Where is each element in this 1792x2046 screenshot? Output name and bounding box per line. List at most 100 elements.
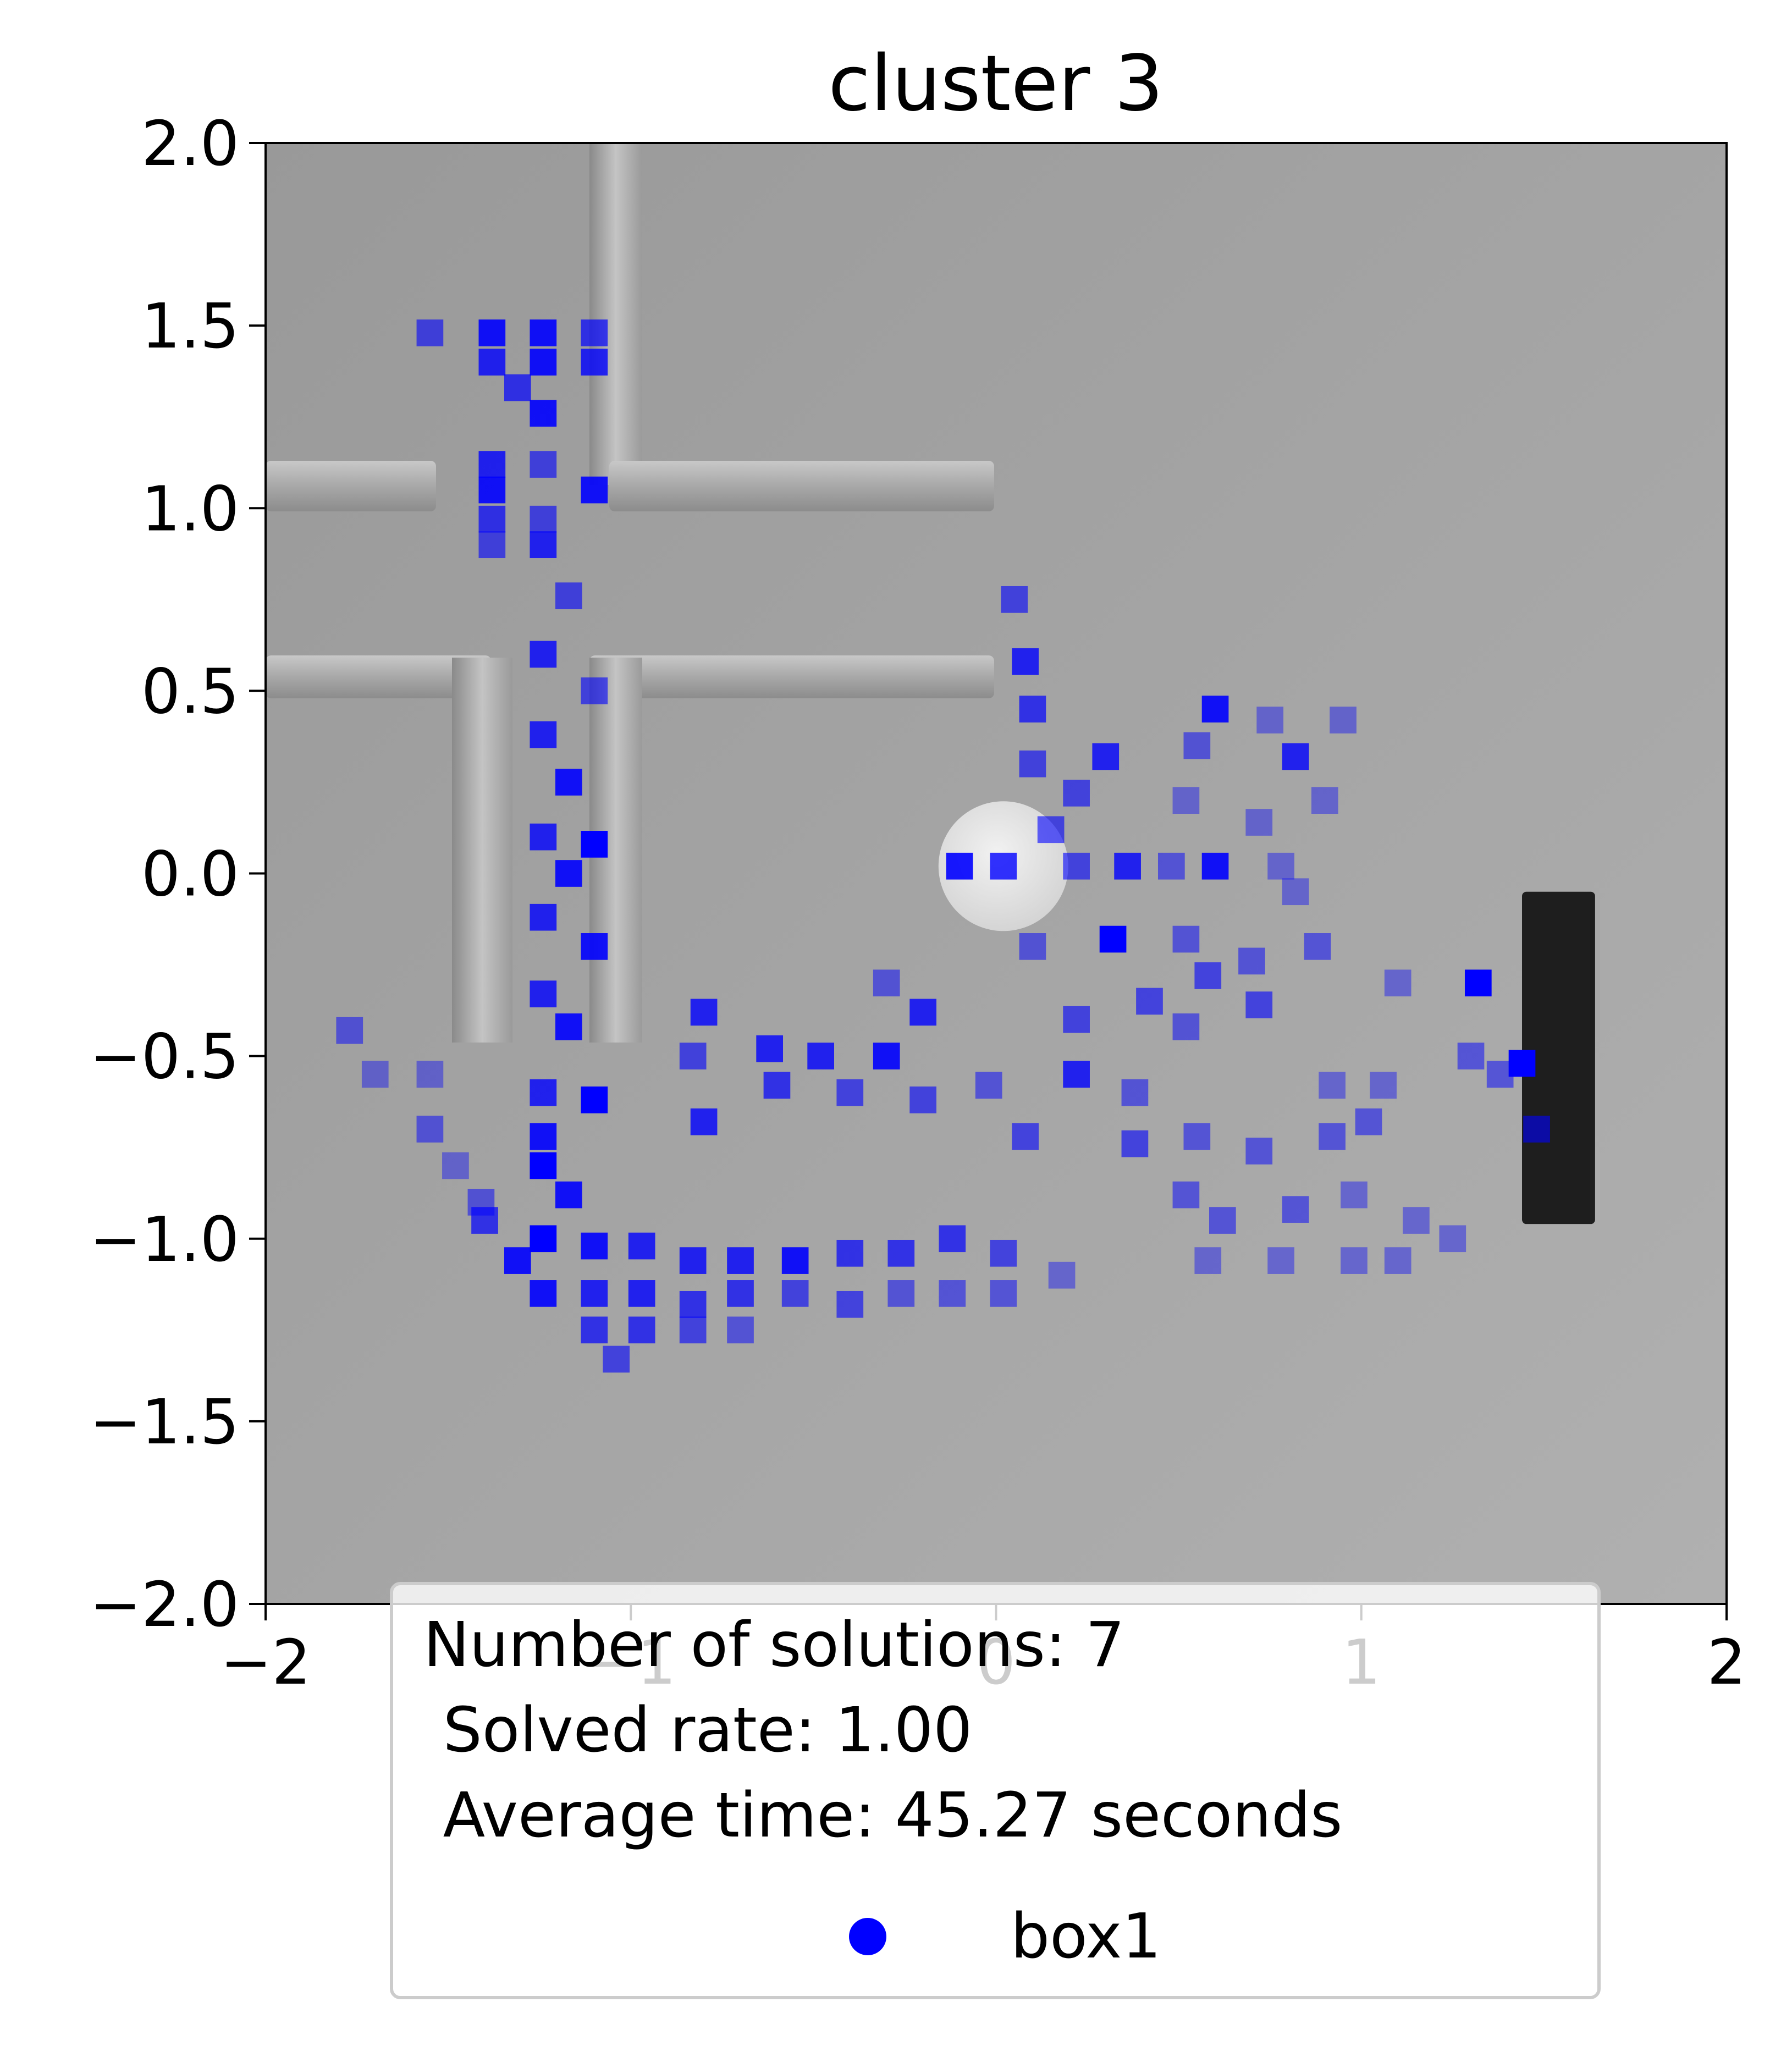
heatmap-cell xyxy=(727,1247,754,1274)
heatmap-cell xyxy=(1370,1072,1397,1099)
heatmap-cell xyxy=(530,1079,557,1106)
heatmap-cell xyxy=(679,1043,707,1069)
heatmap-cell xyxy=(1063,852,1090,880)
heatmap-cell xyxy=(1172,1013,1200,1040)
y-tick-label: 1.0 xyxy=(141,473,239,545)
heatmap-cell xyxy=(478,531,506,559)
heatmap-cell xyxy=(1384,969,1411,997)
plot-area xyxy=(266,143,1727,1604)
heatmap-cell xyxy=(1121,1079,1149,1106)
heatmap-cell xyxy=(581,349,608,376)
heatmap-cell xyxy=(1063,1061,1090,1088)
heatmap-cell xyxy=(530,980,557,1008)
legend: Number of solutions: 7 Solved rate: 1.00… xyxy=(390,1582,1601,1999)
heatmap-cell xyxy=(807,1043,835,1069)
heatmap-cell xyxy=(467,1188,495,1216)
heatmap-cell xyxy=(416,1061,444,1088)
heatmap-cell xyxy=(990,1280,1017,1307)
y-tick-label: 0.0 xyxy=(141,839,239,911)
heatmap-cell xyxy=(1201,696,1229,723)
heatmap-cell xyxy=(836,1239,864,1267)
heatmap-cell xyxy=(1063,1006,1090,1033)
chart-title: cluster 3 xyxy=(828,39,1164,129)
scene-walls xyxy=(266,144,994,1043)
heatmap-cell xyxy=(1245,809,1273,836)
heatmap-cell xyxy=(1245,1137,1273,1165)
heatmap-cell xyxy=(555,1181,582,1209)
heatmap-cell xyxy=(1311,787,1338,814)
y-tick-label: −1.5 xyxy=(90,1387,239,1458)
heatmap-cell xyxy=(1172,787,1200,814)
legend-marker xyxy=(849,1918,886,1955)
y-axis-ticks: 2.0 1.5 1.0 0.5 0.0 −0.5 −1.0 −1.5 −2.0 xyxy=(90,108,266,1641)
heatmap-cell xyxy=(1439,1225,1466,1253)
heatmap-cell xyxy=(478,349,506,376)
heatmap-cell xyxy=(1282,1196,1309,1223)
heatmap-cell xyxy=(530,531,557,559)
heatmap-cell xyxy=(763,1072,791,1099)
heatmap-cell xyxy=(478,476,506,504)
heatmap-cell xyxy=(1508,1050,1536,1077)
heatmap-cell xyxy=(581,677,608,704)
wall-horizontal-mid-left xyxy=(266,655,491,698)
heatmap-cell xyxy=(990,852,1017,880)
heatmap-cell xyxy=(628,1316,655,1344)
heatmap-cell xyxy=(1194,1247,1222,1274)
heatmap-cell xyxy=(530,721,557,748)
heatmap-cell xyxy=(555,860,582,887)
heatmap-cell xyxy=(1172,925,1200,953)
legend-box xyxy=(390,1582,1601,1999)
heatmap-cell xyxy=(756,1035,784,1062)
heatmap-cell xyxy=(1048,1261,1076,1289)
y-tick-label: 2.0 xyxy=(141,108,239,180)
heatmap-cell xyxy=(1319,1123,1346,1150)
heatmap-cell xyxy=(1523,1116,1550,1143)
heatmap-cell xyxy=(555,582,582,610)
heatmap-cell xyxy=(1099,925,1127,953)
heatmap-cell xyxy=(1019,750,1046,777)
y-tick-label: 0.5 xyxy=(141,656,239,727)
heatmap-cell xyxy=(1282,743,1309,770)
heatmap-cell xyxy=(1341,1247,1368,1274)
heatmap-cell xyxy=(1019,696,1046,723)
heatmap-cell xyxy=(555,1013,582,1040)
heatmap-cell xyxy=(581,831,608,858)
wall-vertical-mid-left xyxy=(452,658,512,1043)
heatmap-cell xyxy=(939,1280,966,1307)
heatmap-cell xyxy=(530,1152,557,1179)
heatmap-cell xyxy=(581,1232,608,1260)
heatmap-cell xyxy=(581,1280,608,1307)
heatmap-cell xyxy=(1019,933,1046,960)
heatmap-cell xyxy=(1201,852,1229,880)
heatmap-cell xyxy=(1267,1247,1294,1274)
heatmap-cell xyxy=(581,933,608,960)
heatmap-cell xyxy=(873,969,900,997)
heatmap-cell xyxy=(1183,1123,1211,1150)
heatmap-cell xyxy=(1238,947,1265,975)
heatmap-cell xyxy=(873,1043,900,1069)
heatmap-cell xyxy=(1001,586,1028,613)
heatmap-cell xyxy=(679,1316,707,1344)
heatmap-cell xyxy=(628,1232,655,1260)
heatmap-cells-overlay xyxy=(1508,1050,1550,1143)
heatmap-cell xyxy=(504,1247,531,1274)
heatmap-cell xyxy=(555,769,582,796)
heatmap-cell xyxy=(361,1061,389,1088)
heatmap-cell xyxy=(909,999,936,1026)
heatmap-cell xyxy=(887,1280,915,1307)
heatmap-cell xyxy=(478,451,506,478)
heatmap-cell xyxy=(975,1072,1002,1099)
legend-series-label: box1 xyxy=(1011,1901,1161,1972)
heatmap-cell xyxy=(530,400,557,427)
heatmap-cell xyxy=(478,505,506,533)
heatmap-cell xyxy=(781,1247,809,1274)
heatmap-cell xyxy=(946,852,973,880)
heatmap-cell xyxy=(530,1123,557,1150)
heatmap-cell xyxy=(1172,1181,1200,1209)
heatmap-cell xyxy=(887,1239,915,1267)
x-tick-label: 2 xyxy=(1707,1627,1746,1698)
wall-horizontal-mid-right xyxy=(589,655,994,698)
heatmap-cell xyxy=(530,823,557,851)
heatmap-cell xyxy=(1063,780,1090,807)
heatmap-cell xyxy=(530,1225,557,1253)
